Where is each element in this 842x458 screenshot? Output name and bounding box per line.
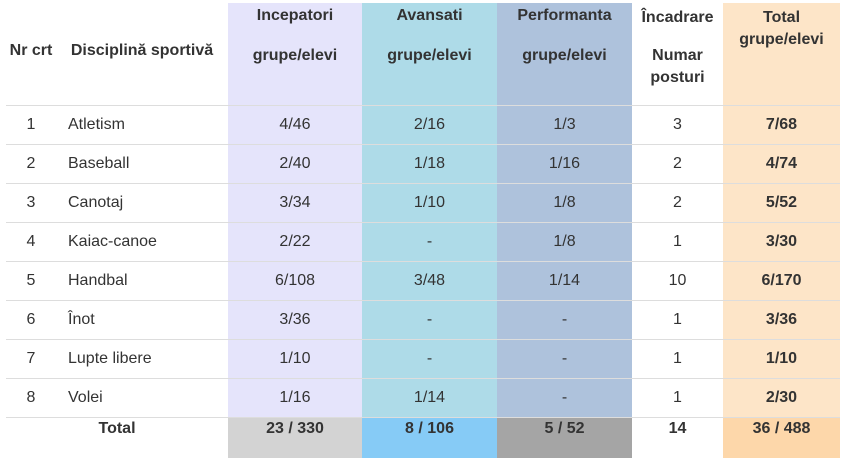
total-row: Total 23 / 330 8 / 106 5 / 52 14 36 / 48…: [6, 418, 840, 458]
table-row: 8 Volei 1/16 1/14 - 1 2/30: [6, 379, 840, 418]
cell-performanta: -: [497, 340, 632, 379]
header-performanta-sub: grupe/elevi: [522, 47, 606, 65]
cell-total: 3/36: [723, 301, 840, 340]
header-incadrare-title: Încadrare: [641, 9, 713, 26]
header-incepatori-title: Incepatori: [257, 3, 333, 25]
header-disciplina: Disciplină sportivă: [56, 3, 228, 106]
cell-posturi: 3: [632, 106, 723, 145]
cell-avansati: -: [362, 301, 497, 340]
cell-avansati: 2/16: [362, 106, 497, 145]
cell-disciplina: Atletism: [56, 106, 228, 145]
sports-table: Nr crt Disciplină sportivă Incepatori gru…: [6, 3, 840, 458]
header-incepatori: Incepatori grupe/elevi: [228, 3, 362, 106]
cell-nr: 6: [6, 301, 56, 340]
table-row: 5 Handbal 6/108 3/48 1/14 10 6/170: [6, 262, 840, 301]
cell-total: 6/170: [723, 262, 840, 301]
cell-total: 7/68: [723, 106, 840, 145]
cell-disciplina: Lupte libere: [56, 340, 228, 379]
table-row: 3 Canotaj 3/34 1/10 1/8 2 5/52: [6, 184, 840, 223]
cell-performanta: 1/8: [497, 184, 632, 223]
header-nr: Nr crt: [6, 3, 56, 106]
cell-avansati: 1/10: [362, 184, 497, 223]
cell-disciplina: Canotaj: [56, 184, 228, 223]
cell-total: 1/10: [723, 340, 840, 379]
cell-incepatori: 4/46: [228, 106, 362, 145]
cell-avansati: -: [362, 340, 497, 379]
cell-nr: 7: [6, 340, 56, 379]
cell-posturi: 1: [632, 340, 723, 379]
cell-posturi: 2: [632, 184, 723, 223]
cell-disciplina: Baseball: [56, 145, 228, 184]
header-avansati-title: Avansati: [396, 3, 462, 25]
table-row: 6 Înot 3/36 - - 1 3/36: [6, 301, 840, 340]
table-row: 2 Baseball 2/40 1/18 1/16 2 4/74: [6, 145, 840, 184]
cell-total: 4/74: [723, 145, 840, 184]
header-row: Nr crt Disciplină sportivă Incepatori gru…: [6, 3, 840, 106]
cell-avansati: -: [362, 223, 497, 262]
cell-incepatori: 1/10: [228, 340, 362, 379]
cell-disciplina: Volei: [56, 379, 228, 418]
cell-nr: 8: [6, 379, 56, 418]
header-avansati-sub: grupe/elevi: [387, 47, 471, 65]
cell-nr: 5: [6, 262, 56, 301]
header-incadrare: Încadrare Numar posturi: [632, 3, 723, 106]
cell-incepatori: 1/16: [228, 379, 362, 418]
cell-incepatori: 3/36: [228, 301, 362, 340]
header-performanta-title: Performanta: [517, 3, 611, 25]
cell-disciplina: Kaiac-canoe: [56, 223, 228, 262]
total-incepatori: 23 / 330: [228, 418, 362, 458]
cell-nr: 4: [6, 223, 56, 262]
cell-incepatori: 6/108: [228, 262, 362, 301]
cell-performanta: -: [497, 301, 632, 340]
total-posturi: 14: [632, 418, 723, 458]
cell-performanta: 1/8: [497, 223, 632, 262]
total-total: 36 / 488: [723, 418, 840, 458]
table-row: 7 Lupte libere 1/10 - - 1 1/10: [6, 340, 840, 379]
cell-incepatori: 2/40: [228, 145, 362, 184]
cell-avansati: 3/48: [362, 262, 497, 301]
header-total: Total grupe/elevi: [723, 3, 840, 106]
cell-performanta: 1/14: [497, 262, 632, 301]
cell-nr: 1: [6, 106, 56, 145]
cell-avansati: 1/18: [362, 145, 497, 184]
cell-posturi: 2: [632, 145, 723, 184]
cell-performanta: 1/16: [497, 145, 632, 184]
cell-posturi: 1: [632, 301, 723, 340]
cell-incepatori: 2/22: [228, 223, 362, 262]
cell-total: 3/30: [723, 223, 840, 262]
cell-disciplina: Handbal: [56, 262, 228, 301]
table-row: 4 Kaiac-canoe 2/22 - 1/8 1 3/30: [6, 223, 840, 262]
cell-posturi: 1: [632, 379, 723, 418]
cell-nr: 3: [6, 184, 56, 223]
cell-performanta: 1/3: [497, 106, 632, 145]
header-performanta: Performanta grupe/elevi: [497, 3, 632, 106]
header-numar-posturi: Numar posturi: [632, 45, 723, 89]
cell-nr: 2: [6, 145, 56, 184]
header-incepatori-sub: grupe/elevi: [253, 47, 337, 65]
cell-total: 5/52: [723, 184, 840, 223]
table-row: 1 Atletism 4/46 2/16 1/3 3 7/68: [6, 106, 840, 145]
cell-avansati: 1/14: [362, 379, 497, 418]
header-avansati: Avansati grupe/elevi: [362, 3, 497, 106]
total-performanta: 5 / 52: [497, 418, 632, 458]
total-label: Total: [6, 418, 228, 458]
cell-performanta: -: [497, 379, 632, 418]
cell-disciplina: Înot: [56, 301, 228, 340]
cell-incepatori: 3/34: [228, 184, 362, 223]
cell-posturi: 1: [632, 223, 723, 262]
cell-posturi: 10: [632, 262, 723, 301]
cell-total: 2/30: [723, 379, 840, 418]
total-avansati: 8 / 106: [362, 418, 497, 458]
